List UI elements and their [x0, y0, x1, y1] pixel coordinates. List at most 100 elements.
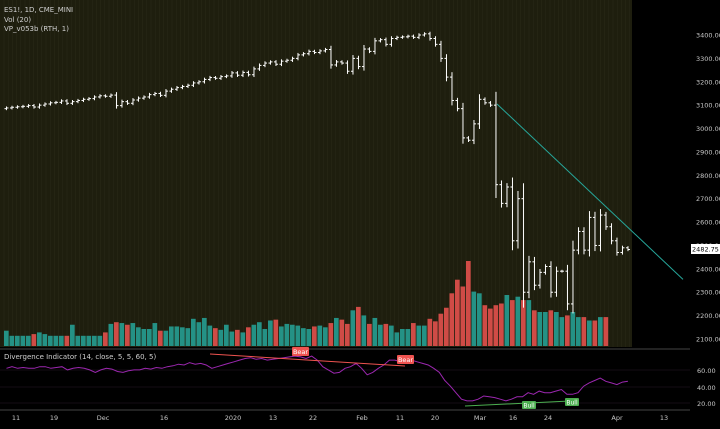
price-tick-label: 2200.00: [696, 312, 720, 320]
volume-bar: [59, 335, 64, 346]
volume-bar: [42, 334, 48, 346]
volume-bar: [158, 330, 163, 346]
volume-bar: [356, 306, 361, 346]
volume-bar: [20, 335, 26, 346]
bull-label-1-text: Bull: [523, 403, 535, 410]
bear-label-1: Bear: [292, 347, 309, 356]
volume-bar: [471, 291, 477, 346]
volume-bar: [477, 293, 482, 346]
bear-label-1-text: Bear: [293, 348, 308, 356]
volume-bar: [372, 317, 378, 346]
volume-legend[interactable]: Vol (20): [4, 16, 31, 24]
bear-label-2: Bear: [397, 355, 414, 364]
bear-divergence-line: [209, 353, 406, 367]
volume-bar: [97, 335, 103, 346]
volume-bar: [273, 319, 279, 346]
symbol-legend[interactable]: ES1!, 1D, CME_MINI: [4, 6, 73, 14]
price-tick-label: 3200.00: [696, 78, 720, 86]
volume-bar: [75, 335, 81, 346]
volume-bar: [174, 326, 180, 346]
volume-bar: [235, 329, 240, 346]
volume-bar: [361, 315, 367, 346]
volume-bars: [4, 261, 609, 346]
volume-bar: [598, 317, 603, 346]
volume-bar: [257, 322, 262, 346]
time-label: 24: [544, 414, 552, 422]
bull-label-2: Bull: [565, 398, 579, 407]
volume-bar: [218, 329, 224, 346]
volume-bar: [301, 328, 306, 346]
volume-bar: [543, 312, 548, 346]
volume-bar: [48, 335, 53, 346]
volume-bar: [576, 317, 581, 346]
time-label: 13: [269, 414, 277, 422]
volume-bar: [4, 330, 9, 346]
volume-bar: [207, 325, 213, 346]
volume-bar: [92, 335, 97, 346]
volume-bar: [224, 324, 229, 346]
time-label: 19: [50, 414, 58, 422]
volume-bar: [136, 327, 141, 346]
price-tick-label: 2600.00: [696, 219, 720, 227]
volume-bar: [405, 329, 411, 346]
volume-bar: [466, 261, 471, 346]
volume-bar: [290, 324, 295, 346]
volume-bar: [9, 335, 15, 346]
time-label: 22: [309, 414, 317, 422]
price-tick-label: 3400.00: [696, 32, 720, 40]
volume-bar: [81, 335, 86, 346]
volume-bar: [455, 279, 460, 346]
volume-bar: [202, 317, 207, 346]
time-label: 16: [509, 414, 517, 422]
price-tick-label: 2800.00: [696, 172, 720, 180]
volume-bar: [306, 329, 312, 346]
volume-bar: [339, 319, 345, 346]
volume-bar: [521, 300, 526, 346]
volume-bar: [26, 335, 31, 346]
trendline[interactable]: [496, 103, 684, 280]
time-label: 11: [396, 414, 404, 422]
indicator-axis-ticks: 60.00 40.00 20.00: [697, 367, 716, 408]
time-label: Apr: [611, 414, 623, 422]
volume-bar: [394, 332, 400, 346]
time-label: 16: [160, 414, 168, 422]
volume-bar: [328, 323, 334, 346]
volume-bar: [86, 335, 92, 346]
volume-bar: [532, 310, 537, 346]
volume-bar: [427, 318, 433, 346]
last-price-text: 2482.75: [692, 246, 719, 254]
volume-bar: [603, 317, 609, 346]
volume-bar: [548, 310, 554, 346]
time-label: 11: [12, 414, 20, 422]
time-label: Dec: [97, 414, 110, 422]
volume-bar: [482, 305, 488, 346]
volume-bar: [191, 318, 196, 346]
price-axis[interactable]: [690, 0, 720, 347]
volume-bar: [433, 321, 438, 346]
volume-bar: [460, 286, 466, 346]
indicator-tick-60: 60.00: [697, 367, 716, 375]
volume-bar: [488, 308, 493, 346]
volume-bar: [444, 307, 449, 346]
volume-bar: [504, 295, 510, 346]
time-axis[interactable]: [0, 410, 690, 425]
volume-bar: [130, 323, 136, 346]
volume-bar: [169, 326, 174, 346]
time-axis-labels: 11 19 Dec 16 2020 13 22 Feb 11 20 Mar 16 24 Apr 13: [12, 414, 668, 422]
volume-bar: [317, 325, 323, 346]
time-label: 20: [431, 414, 439, 422]
volume-bar: [213, 328, 218, 346]
indicator-legend[interactable]: Divergence Indicator (14, close, 5, 5, 6…: [4, 353, 156, 361]
volume-bar: [185, 328, 191, 346]
volume-bar: [438, 313, 444, 346]
volume-bar: [119, 323, 125, 346]
volume-bar: [262, 329, 268, 346]
volume-profile-legend[interactable]: VP_v053b (RTH, 1): [4, 25, 69, 33]
volume-bar: [64, 335, 70, 346]
price-panel[interactable]: [0, 0, 632, 347]
volume-bar: [411, 323, 416, 346]
volume-bar: [449, 293, 455, 346]
time-label: Mar: [474, 414, 487, 422]
